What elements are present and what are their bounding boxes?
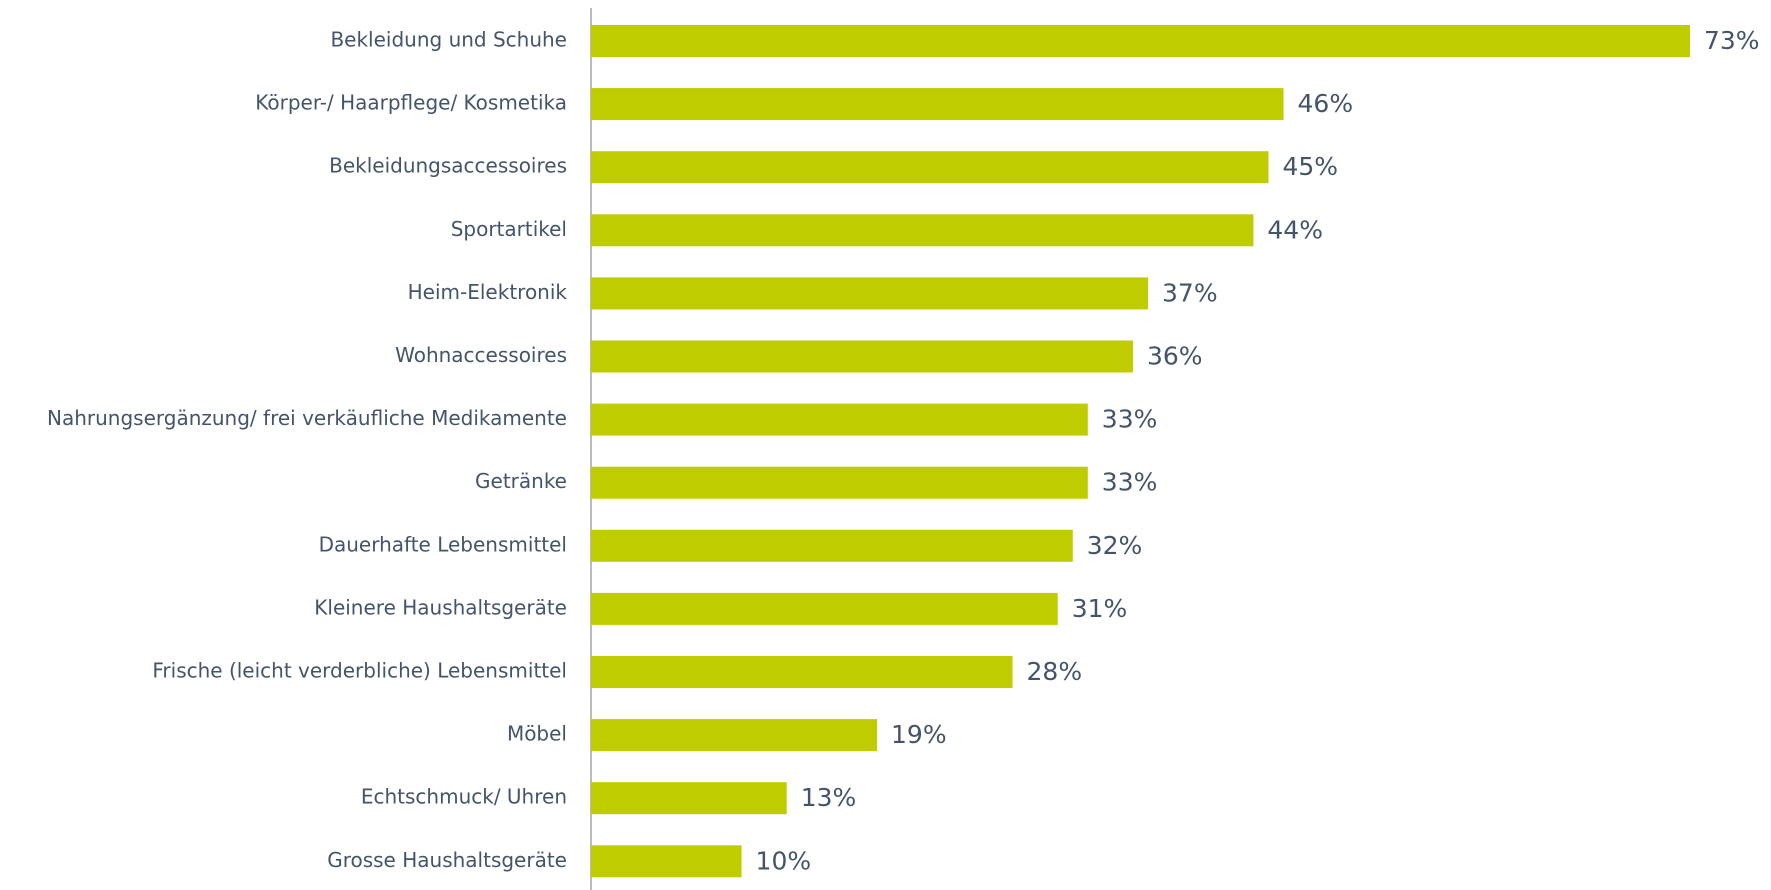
category-label: Möbel xyxy=(507,722,567,746)
bar xyxy=(591,88,1284,121)
category-label: Getränke xyxy=(475,469,567,493)
bar xyxy=(591,782,787,815)
bar xyxy=(591,340,1133,373)
category-label: Nahrungsergänzung/ frei verkäufliche Med… xyxy=(47,406,567,430)
value-label: 19% xyxy=(891,720,947,749)
bar xyxy=(591,656,1013,688)
value-label: 46% xyxy=(1298,89,1354,118)
value-label: 33% xyxy=(1102,468,1158,497)
value-label: 36% xyxy=(1147,342,1203,371)
bar xyxy=(591,403,1088,436)
category-label: Bekleidungsaccessoires xyxy=(329,154,567,178)
category-label: Frische (leicht verderbliche) Lebensmitt… xyxy=(152,659,567,683)
bar xyxy=(591,845,742,878)
value-label: 37% xyxy=(1162,278,1218,307)
value-label: 10% xyxy=(756,846,812,875)
bar xyxy=(591,592,1058,625)
category-label: Heim-Elektronik xyxy=(408,280,568,304)
value-label: 32% xyxy=(1087,531,1143,560)
category-label: Körper-/ Haarpflege/ Kosmetika xyxy=(255,91,567,115)
bar xyxy=(591,214,1254,247)
category-label: Wohnaccessoires xyxy=(395,343,567,367)
value-label: 13% xyxy=(801,783,857,812)
category-label: Dauerhafte Lebensmittel xyxy=(319,532,567,556)
bar xyxy=(591,277,1149,310)
category-label: Bekleidung und Schuhe xyxy=(330,28,567,52)
category-label: Sportartikel xyxy=(451,217,567,241)
bar xyxy=(591,719,878,752)
value-label: 45% xyxy=(1282,152,1338,181)
category-label: Grosse Haushaltsgeräte xyxy=(327,848,567,872)
value-label: 73% xyxy=(1704,26,1760,55)
value-label: 28% xyxy=(1027,657,1083,686)
bar xyxy=(591,151,1269,184)
bar xyxy=(591,529,1073,562)
value-label: 44% xyxy=(1267,215,1323,244)
bar xyxy=(591,25,1690,57)
value-label: 31% xyxy=(1072,594,1128,623)
bar xyxy=(591,466,1088,499)
category-label: Kleinere Haushaltsgeräte xyxy=(314,595,567,619)
value-label: 33% xyxy=(1102,405,1158,434)
category-label: Echtschmuck/ Uhren xyxy=(361,785,567,809)
